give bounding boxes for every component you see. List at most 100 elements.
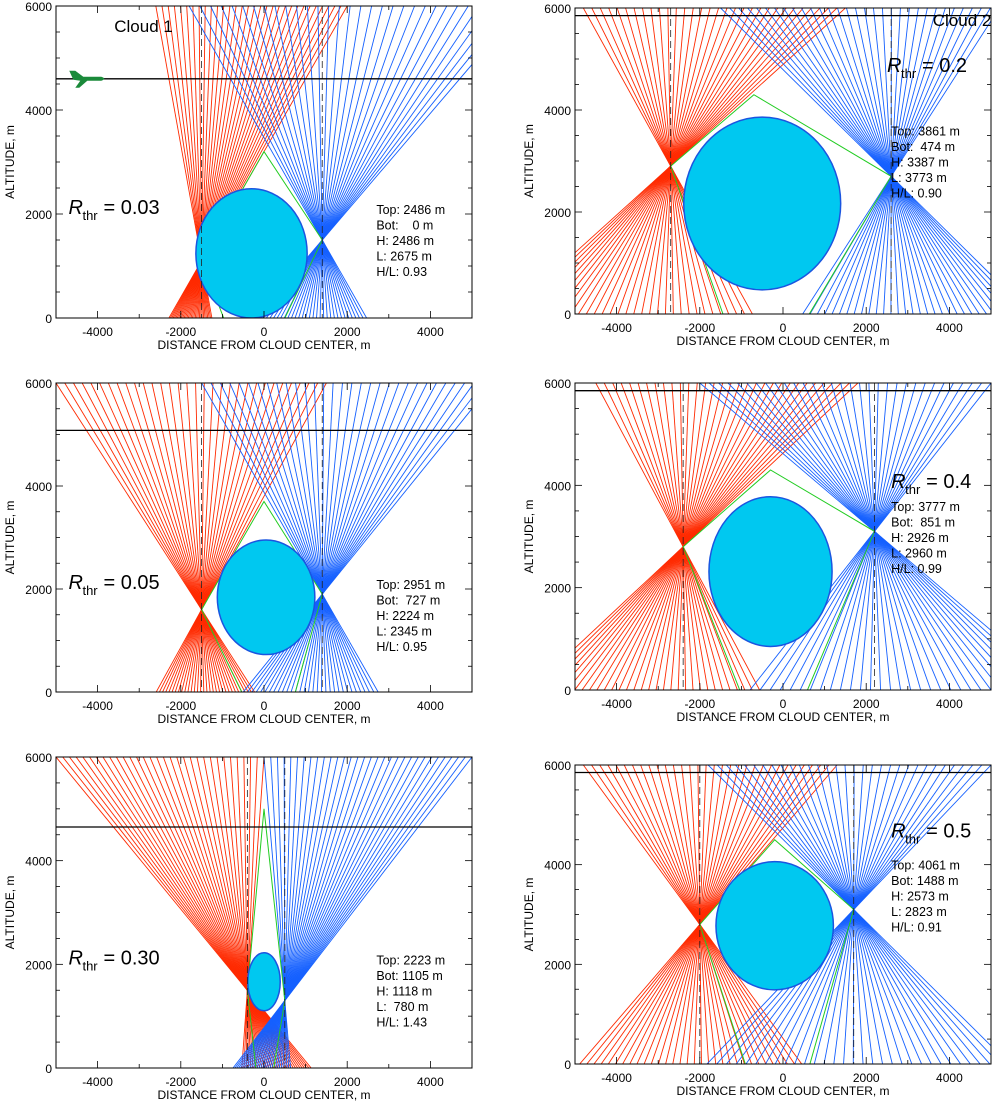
red-ray — [162, 757, 276, 1068]
blue-ray — [792, 8, 973, 314]
blue-ray — [265, 757, 352, 1068]
red-ray — [241, 757, 265, 1068]
red-ray — [158, 383, 319, 692]
cloud-stat-line: H/L: 0.91 — [891, 921, 942, 935]
blue-ray — [266, 383, 349, 692]
blue-ray — [835, 765, 874, 1064]
blue-ray — [726, 765, 991, 1064]
cloud-stat-line: Top: 3777 m — [891, 500, 960, 514]
blue-ray — [251, 757, 406, 1068]
cloud-stat-line: Top: 2951 m — [376, 578, 445, 592]
x-axis-label: DISTANCE FROM CLOUD CENTER, m — [157, 1088, 370, 1102]
x-axis-label: DISTANCE FROM CLOUD CENTER, m — [676, 334, 889, 348]
blue-ray — [280, 757, 298, 1068]
blue-ray — [268, 383, 437, 692]
y-tick-label: 0 — [45, 686, 52, 700]
x-tick-label: 0 — [780, 321, 787, 335]
y-tick-label: 2000 — [544, 582, 571, 596]
cloud-stat-line: Top: 2223 m — [376, 953, 445, 967]
x-tick-label: -4000 — [82, 699, 113, 713]
blue-ray — [735, 765, 981, 1064]
red-ray — [116, 383, 233, 692]
blue-ray — [855, 8, 921, 314]
red-ray — [169, 757, 274, 1068]
blue-ray — [819, 383, 926, 690]
r-threshold-value: = 0.05 — [103, 572, 159, 594]
blue-ray — [843, 765, 864, 1064]
y-tick-label: 6000 — [544, 2, 571, 16]
x-tick-label: -4000 — [82, 1075, 113, 1089]
red-ray — [151, 383, 221, 692]
blue-ray — [824, 8, 973, 314]
blue-ray — [749, 383, 991, 690]
blue-ray — [317, 6, 325, 318]
x-tick-label: -2000 — [165, 699, 196, 713]
cloud-stat-line: Top: 4061 m — [891, 859, 960, 873]
blue-ray — [819, 8, 951, 314]
red-ray — [230, 757, 254, 1068]
cloud-shape — [247, 952, 281, 1012]
plot-area — [56, 757, 472, 1068]
blue-ray — [201, 383, 379, 692]
red-ray — [200, 383, 205, 692]
cloud-stat-line: Top: 2486 m — [376, 203, 445, 217]
blue-ray — [716, 765, 991, 1056]
blue-ray — [260, 757, 372, 1068]
red-ray — [99, 383, 240, 692]
blue-ray — [765, 383, 991, 690]
blue-ray — [210, 6, 360, 318]
blue-ray — [285, 383, 340, 692]
blue-ray — [823, 765, 882, 1064]
blue-ray — [817, 765, 893, 1064]
red-ray — [236, 757, 252, 1068]
blue-ray — [313, 383, 327, 692]
blue-ray — [769, 383, 973, 690]
red-ray — [181, 383, 258, 692]
x-axis-label: DISTANCE FROM CLOUD CENTER, m — [676, 710, 889, 724]
panel-cloud2-rthr-0.2: -4000 -2000 0 2000 4000 0 2000 4000 6000 DISTANCE… — [522, 2, 992, 348]
blue-ray — [263, 6, 343, 318]
blue-ray — [253, 6, 346, 318]
blue-ray — [837, 8, 936, 314]
cloud-shape — [708, 495, 833, 648]
y-tick-label: 4000 — [544, 859, 571, 873]
blue-ray — [267, 757, 345, 1068]
blue-ray — [245, 757, 426, 1068]
blue-ray — [290, 383, 390, 692]
red-ray — [162, 383, 310, 692]
cloud-stat-line: Bot: 1105 m — [376, 969, 442, 983]
blue-ray — [298, 6, 394, 318]
cloud-stat-line: L: 2960 m — [891, 546, 947, 560]
blue-ray — [753, 765, 962, 1064]
blue-ray — [256, 757, 386, 1068]
y-axis-label: ALTITUDE, m — [522, 124, 536, 198]
red-ray — [196, 757, 265, 1068]
r-threshold-symbol: R — [891, 820, 905, 842]
cloud-stat-line: L: 2675 m — [376, 250, 432, 264]
blue-ray — [257, 383, 353, 692]
y-tick-label: 0 — [45, 1062, 52, 1076]
cloud-stat-line: L: 3773 m — [891, 171, 947, 185]
blue-ray — [783, 8, 980, 314]
blue-ray — [303, 383, 362, 692]
panel-cloud2-rthr-0.5: -4000 -2000 0 2000 4000 0 2000 4000 6000 DISTANCE… — [522, 759, 992, 1098]
green-envelope-line — [246, 808, 286, 1068]
red-ray — [156, 757, 279, 1068]
y-tick-label: 0 — [564, 308, 571, 322]
blue-ray — [802, 20, 991, 314]
y-tick-label: 2000 — [25, 208, 52, 222]
red-ray — [168, 383, 214, 692]
red-ray — [107, 383, 237, 692]
blue-ray — [849, 383, 902, 690]
blue-ray — [282, 757, 292, 1068]
plot-area — [56, 6, 472, 318]
blue-ray — [828, 8, 943, 314]
r-threshold-subscript: thr — [905, 482, 921, 497]
x-tick-label: 0 — [261, 699, 268, 713]
cloud-stat-line: Bot: 727 m — [376, 594, 440, 608]
blue-ray — [264, 757, 359, 1068]
blue-ray — [812, 383, 942, 690]
blue-ray — [262, 757, 366, 1068]
x-tick-label: 4000 — [417, 699, 444, 713]
plot-area — [575, 765, 991, 1064]
